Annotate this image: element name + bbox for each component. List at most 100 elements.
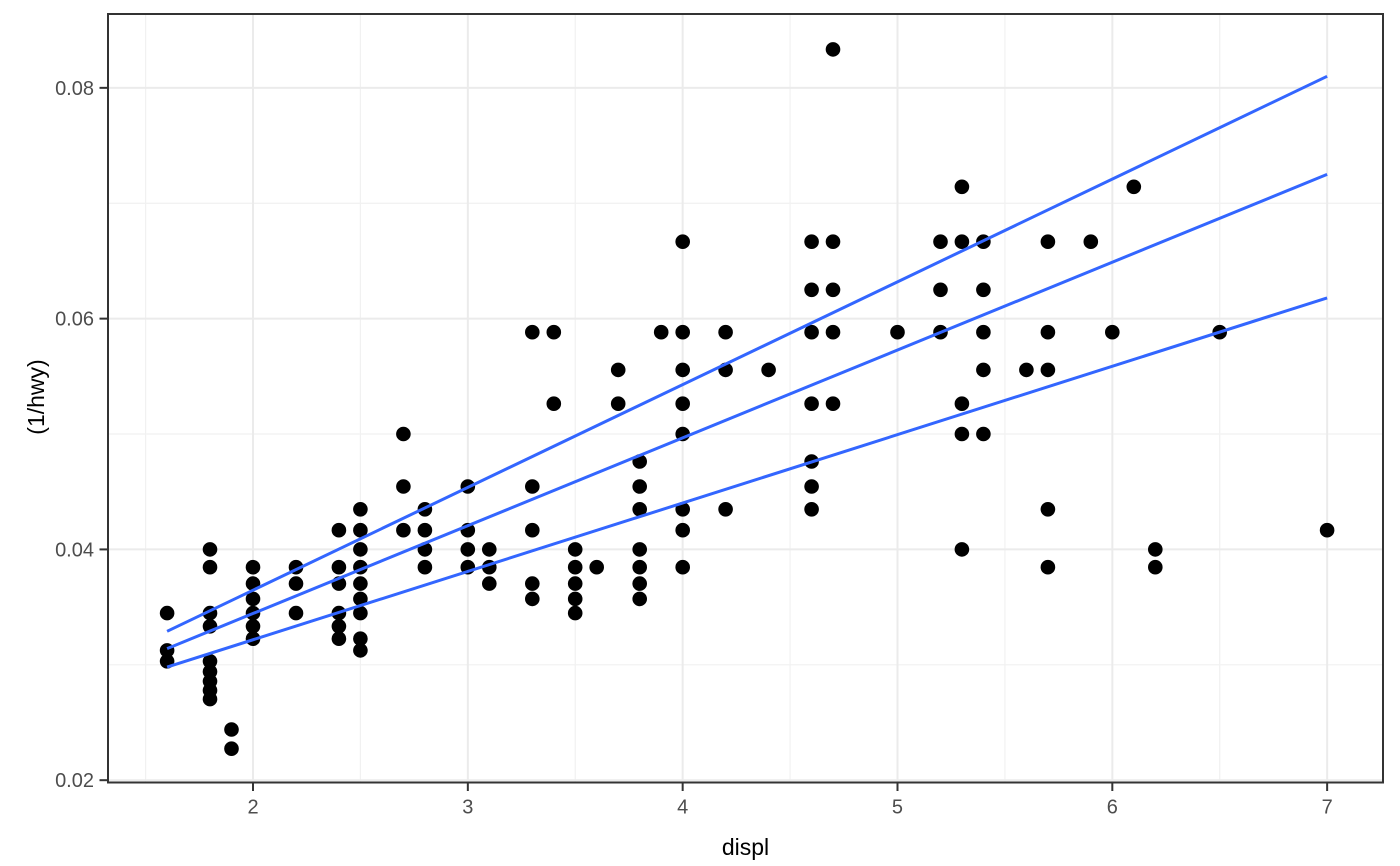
quantile-line-lower: [166, 296, 1328, 669]
data-point: [1148, 542, 1163, 557]
data-point: [954, 542, 970, 557]
data-point: [632, 559, 647, 575]
tick-labels-layer: 2 3 4 5 6 7 0.02 0.04 0.06 0.08: [55, 78, 1333, 819]
data-point: [567, 591, 583, 607]
data-point: [632, 576, 647, 591]
data-point: [825, 324, 841, 340]
data-point: [224, 741, 239, 756]
data-point: [954, 426, 970, 442]
quantile-lines-layer: [166, 74, 1328, 669]
data-point: [396, 479, 411, 494]
data-point: [202, 691, 218, 707]
data-point: [331, 522, 347, 538]
data-point: [331, 559, 347, 575]
data-point: [632, 542, 647, 557]
data-point: [525, 324, 540, 340]
data-point: [675, 522, 690, 538]
data-point: [331, 631, 347, 646]
data-point: [610, 396, 626, 412]
quantile-line-middle: [166, 173, 1328, 650]
grid-major-layer: [108, 14, 1383, 783]
data-point: [632, 479, 647, 494]
data-point: [202, 559, 218, 575]
y-axis-title: (1/hwy): [23, 359, 49, 434]
data-point: [159, 605, 175, 621]
data-point: [825, 234, 841, 249]
data-point: [353, 591, 368, 607]
data-point: [353, 522, 368, 538]
y-tick-label: 0.06: [55, 309, 94, 331]
data-point: [610, 362, 626, 378]
data-point: [1040, 362, 1056, 378]
data-point: [718, 502, 733, 517]
data-point: [976, 362, 991, 378]
grid-minor-layer: [108, 14, 1383, 783]
x-axis-title: displ: [722, 834, 769, 860]
data-point: [567, 542, 583, 557]
data-point: [525, 591, 540, 607]
data-point: [353, 576, 368, 591]
data-point: [1319, 522, 1335, 538]
data-point: [482, 542, 497, 557]
data-point: [804, 282, 819, 298]
data-point: [1040, 234, 1056, 249]
data-point: [245, 559, 261, 575]
data-point: [825, 42, 841, 57]
panel-border: [107, 13, 1384, 784]
data-point: [1040, 324, 1056, 340]
data-point: [933, 234, 948, 249]
data-point: [288, 605, 304, 621]
data-point: [976, 426, 991, 442]
panel-background: [108, 14, 1383, 783]
data-point: [632, 502, 647, 517]
data-point: [632, 591, 647, 607]
data-point: [1148, 559, 1163, 575]
x-tick-label: 5: [892, 797, 903, 819]
data-point: [353, 605, 368, 621]
data-point: [353, 643, 368, 658]
x-tick-label: 7: [1322, 797, 1333, 819]
data-point: [804, 396, 819, 412]
data-point: [1083, 234, 1099, 249]
data-point: [288, 576, 304, 591]
y-tick-label: 0.04: [55, 539, 94, 561]
data-point: [675, 559, 690, 575]
data-point: [675, 234, 690, 249]
data-point: [890, 324, 905, 340]
data-point: [1105, 324, 1120, 340]
data-point: [567, 576, 583, 591]
data-point: [567, 559, 583, 575]
data-point: [589, 559, 604, 575]
data-point: [804, 234, 819, 249]
data-point: [460, 542, 476, 557]
data-point: [954, 179, 970, 195]
data-point: [417, 522, 433, 538]
data-point: [396, 426, 411, 442]
data-point: [933, 282, 948, 298]
y-tick-label: 0.08: [55, 78, 94, 100]
data-point: [353, 542, 368, 557]
data-point: [202, 654, 218, 669]
data-point: [331, 619, 347, 634]
data-point: [675, 324, 690, 340]
data-point: [525, 576, 540, 591]
data-point: [653, 324, 669, 340]
data-point: [976, 282, 991, 298]
data-point: [675, 362, 690, 378]
data-point: [718, 324, 733, 340]
data-point: [825, 282, 841, 298]
data-point: [675, 396, 690, 412]
data-point: [761, 362, 776, 378]
data-point: [245, 619, 261, 634]
data-point: [525, 479, 540, 494]
data-point: [804, 479, 819, 494]
data-point: [1040, 502, 1056, 517]
data-point: [202, 542, 218, 557]
x-tick-label: 6: [1107, 797, 1118, 819]
data-point: [546, 396, 562, 412]
data-point: [482, 576, 497, 591]
data-point: [546, 324, 562, 340]
data-point: [353, 502, 368, 517]
data-point: [1019, 362, 1034, 378]
